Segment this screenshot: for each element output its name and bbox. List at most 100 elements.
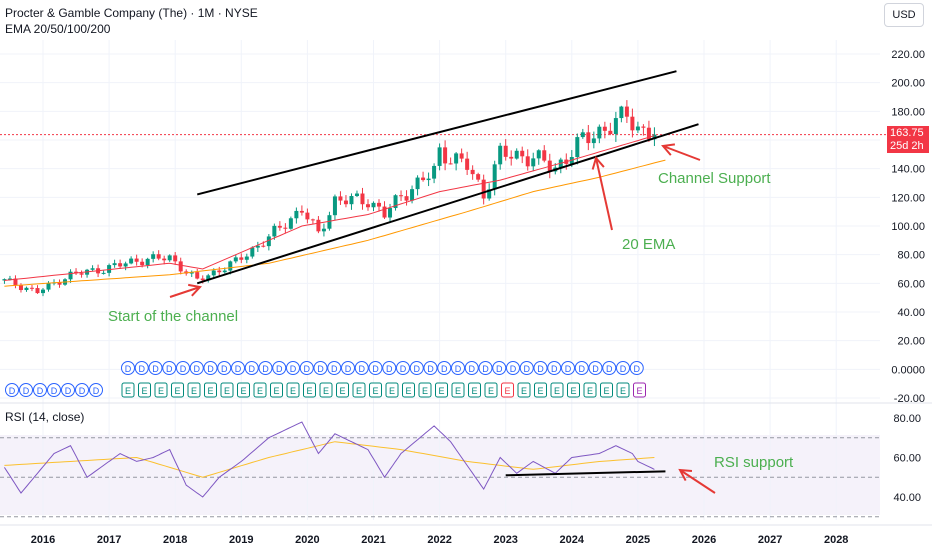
candle-body — [382, 206, 387, 218]
dividend-marker[interactable] — [134, 361, 149, 375]
candle-body — [118, 263, 123, 267]
dividend-marker[interactable] — [313, 361, 328, 375]
dividend-marker[interactable] — [423, 361, 438, 375]
dividend-marker[interactable] — [162, 361, 177, 375]
dividend-marker[interactable] — [244, 361, 259, 375]
earnings-marker[interactable] — [220, 382, 234, 398]
earnings-marker-label: E — [125, 386, 131, 396]
earnings-marker[interactable] — [468, 382, 481, 398]
candle-body — [542, 150, 547, 161]
dividend-marker-label: D — [482, 364, 489, 374]
dividend-marker[interactable] — [89, 383, 103, 397]
earnings-marker[interactable] — [171, 382, 184, 398]
dividend-marker[interactable] — [533, 361, 548, 375]
earnings-marker[interactable] — [633, 382, 646, 398]
candle-body — [624, 106, 629, 117]
earnings-marker[interactable] — [402, 382, 415, 398]
event-markers[interactable]: D D D D D D D D D D D D D D D D D D D D D D D D D D D D D D D D D D D D D DD D… — [5, 361, 646, 398]
earnings-marker[interactable] — [286, 382, 300, 398]
dividend-marker[interactable] — [368, 361, 383, 375]
earnings-marker[interactable] — [534, 382, 547, 398]
earnings-marker[interactable] — [567, 382, 580, 398]
dividend-marker[interactable] — [217, 361, 232, 375]
earnings-marker[interactable] — [583, 382, 597, 398]
earnings-marker[interactable] — [418, 382, 432, 398]
candle-body — [288, 218, 293, 229]
earnings-marker[interactable] — [517, 382, 531, 398]
earnings-marker[interactable] — [336, 382, 349, 398]
dividend-marker-label: D — [400, 364, 407, 374]
earnings-marker[interactable] — [154, 382, 168, 398]
dividend-marker[interactable] — [437, 361, 452, 375]
dividend-marker[interactable] — [506, 361, 520, 375]
earnings-marker[interactable] — [204, 382, 217, 398]
dividend-marker-label: D — [510, 364, 517, 374]
dividend-marker-label: D — [194, 364, 201, 374]
annotation-ema20: 20 EMA — [622, 236, 675, 253]
dividend-marker[interactable] — [176, 361, 190, 375]
dividend-marker[interactable] — [47, 383, 61, 397]
currency-button[interactable]: USD — [884, 3, 924, 27]
dividend-marker[interactable] — [629, 361, 644, 375]
dividend-marker[interactable] — [19, 383, 33, 397]
earnings-marker[interactable] — [600, 382, 613, 398]
dividend-marker[interactable] — [354, 361, 369, 375]
candle-body — [354, 193, 359, 197]
dividend-marker-label: D — [565, 364, 572, 374]
dividend-marker[interactable] — [5, 383, 19, 397]
earnings-marker[interactable] — [616, 382, 630, 398]
dividend-marker[interactable] — [492, 361, 507, 375]
earnings-marker[interactable] — [270, 382, 283, 398]
dividend-marker[interactable] — [547, 361, 562, 375]
dividend-marker[interactable] — [189, 361, 204, 375]
earnings-marker[interactable] — [369, 382, 382, 398]
earnings-marker[interactable] — [451, 382, 465, 398]
dividend-marker[interactable] — [121, 361, 135, 375]
dividend-marker[interactable] — [203, 361, 218, 375]
dividend-marker[interactable] — [561, 361, 575, 375]
dividend-marker[interactable] — [299, 361, 314, 375]
dividend-marker[interactable] — [616, 361, 630, 375]
dividend-marker-label: D — [9, 386, 16, 396]
dividend-marker-label: D — [152, 364, 159, 374]
dividend-marker[interactable] — [451, 361, 465, 375]
earnings-marker[interactable] — [352, 382, 366, 398]
dividend-marker[interactable] — [588, 361, 603, 375]
earnings-marker[interactable] — [501, 382, 514, 398]
dividend-marker[interactable] — [382, 361, 397, 375]
earnings-marker[interactable] — [484, 382, 498, 398]
candle-body — [332, 196, 337, 216]
dividend-marker[interactable] — [519, 361, 534, 375]
earnings-marker[interactable] — [121, 382, 135, 398]
earnings-marker[interactable] — [253, 382, 267, 398]
candle-body — [481, 179, 486, 199]
earnings-marker[interactable] — [319, 382, 333, 398]
dividend-marker[interactable] — [61, 383, 75, 397]
earnings-marker[interactable] — [187, 382, 201, 398]
earnings-marker[interactable] — [550, 382, 564, 398]
dividend-marker[interactable] — [148, 361, 163, 375]
dividend-marker[interactable] — [574, 361, 589, 375]
dividend-marker[interactable] — [33, 383, 47, 397]
earnings-marker[interactable] — [385, 382, 399, 398]
dividend-marker[interactable] — [478, 361, 493, 375]
dividend-marker[interactable] — [327, 361, 342, 375]
dividend-marker[interactable] — [602, 361, 617, 375]
dividend-marker[interactable] — [286, 361, 300, 375]
dividend-marker[interactable] — [396, 361, 410, 375]
earnings-marker[interactable] — [138, 382, 151, 398]
dividend-marker[interactable] — [464, 361, 479, 375]
earnings-marker[interactable] — [237, 382, 250, 398]
candle-body — [134, 258, 139, 262]
candle-body — [107, 265, 112, 273]
dividend-marker[interactable] — [341, 361, 355, 375]
dividend-marker[interactable] — [409, 361, 424, 375]
dividend-marker[interactable] — [272, 361, 287, 375]
time-axis-label: 2021 — [361, 534, 385, 546]
dividend-marker[interactable] — [75, 383, 89, 397]
dividend-marker[interactable] — [231, 361, 245, 375]
dividend-marker[interactable] — [258, 361, 273, 375]
earnings-marker[interactable] — [435, 382, 448, 398]
earnings-marker[interactable] — [303, 382, 316, 398]
